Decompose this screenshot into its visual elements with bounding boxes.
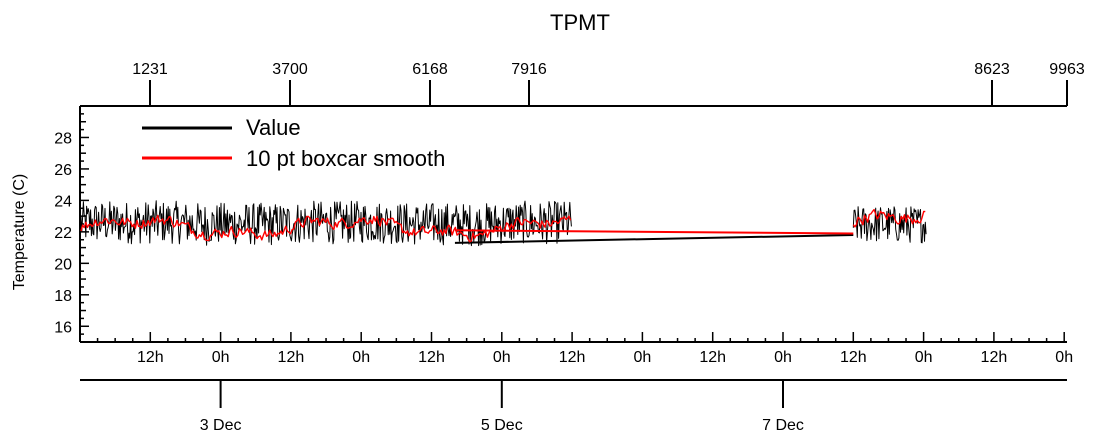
top-tick-label: 9963 [1049, 61, 1085, 78]
y-axis-label: Temperature (C) [11, 174, 28, 290]
x-hour-label: 0h [634, 349, 652, 366]
x-hour-label: 12h [699, 349, 726, 366]
x-hour-label: 0h [352, 349, 370, 366]
value-series-gap-line [454, 234, 854, 244]
top-tick-label: 6168 [412, 61, 448, 78]
date-tick-label: 3 Dec [200, 417, 242, 434]
top-axis: 1231 3700 6168 7916 8623 9963 [80, 61, 1085, 107]
x-hour-label: 0h [1055, 349, 1073, 366]
top-tick-label: 7916 [511, 61, 547, 78]
y-tick-label: 18 [54, 288, 72, 305]
series-layer [80, 200, 927, 247]
y-tick-label: 22 [54, 225, 72, 242]
x-hour-label: 0h [212, 349, 230, 366]
x-hour-label: 0h [493, 349, 511, 366]
y-tick-label: 24 [54, 193, 72, 210]
x-hour-label: 0h [774, 349, 792, 366]
x-hour-label: 12h [278, 349, 305, 366]
x-hour-label: 0h [915, 349, 933, 366]
top-tick-label: 3700 [272, 61, 308, 78]
x-hour-label: 12h [559, 349, 586, 366]
x-hour-label: 12h [418, 349, 445, 366]
y-tick-label: 20 [54, 256, 72, 273]
x-hour-label: 12h [981, 349, 1008, 366]
legend-label-value: Value [246, 115, 301, 140]
date-tick-label: 5 Dec [481, 417, 523, 434]
legend: Value 10 pt boxcar smooth [142, 115, 445, 171]
chart-title: TPMT [550, 10, 610, 35]
smooth-series-segment-1 [80, 214, 572, 243]
date-tick-label: 7 Dec [762, 417, 804, 434]
date-axis: 3 Dec 5 Dec 7 Dec [80, 379, 1067, 434]
y-tick-label: 16 [54, 319, 72, 336]
bottom-axis: 12h 0h 12h 0h 12h 0h 12h 0h 12h 0h 12h 0h 12h 0h [96, 332, 1073, 366]
legend-label-smooth: 10 pt boxcar smooth [246, 146, 445, 171]
smooth-series-segment-2 [852, 208, 926, 228]
top-tick-label: 1231 [132, 61, 168, 78]
top-tick-label: 8623 [974, 61, 1010, 78]
x-hour-label: 12h [137, 349, 164, 366]
smooth-series-gap-line [454, 229, 854, 235]
y-tick-label: 28 [54, 130, 72, 147]
value-series-segment-2 [852, 206, 927, 244]
value-series-segment-1 [80, 200, 572, 247]
x-hour-label: 12h [840, 349, 867, 366]
y-tick-label: 26 [54, 162, 72, 179]
y-axis: 16 18 20 22 24 26 28 [54, 105, 89, 343]
